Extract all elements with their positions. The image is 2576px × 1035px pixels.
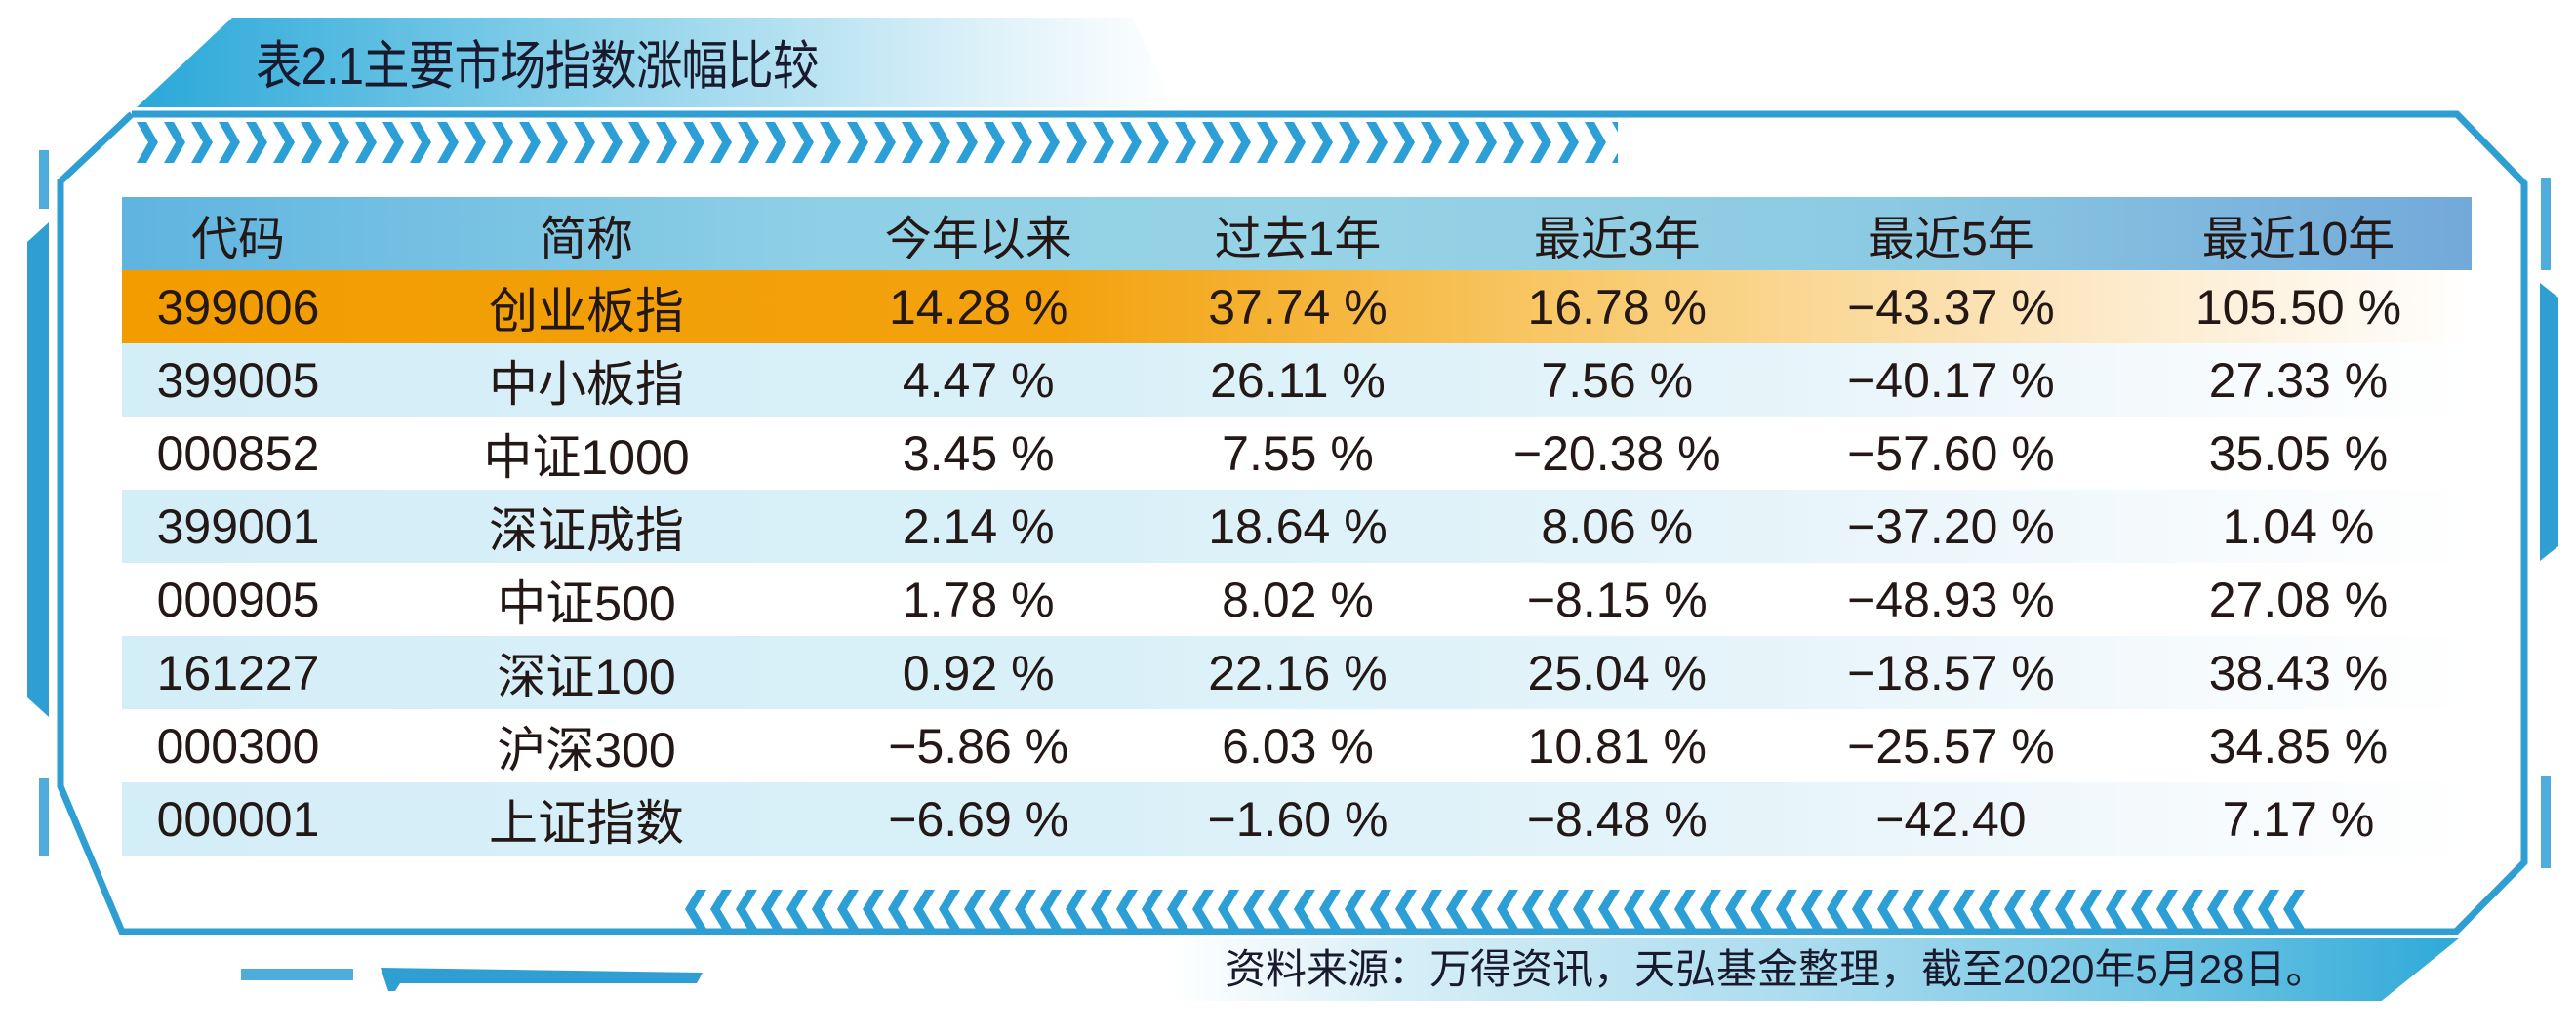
table-row: 000001 上证指数 −6.69 % −1.60 % −8.48 % −42.… bbox=[122, 782, 2472, 856]
cell-1y: 37.74 % bbox=[1208, 279, 1388, 335]
cell-ytd: 14.28 % bbox=[888, 279, 1068, 335]
cell-1y: 18.64 % bbox=[1208, 498, 1388, 554]
cell-ytd: 0.92 % bbox=[902, 645, 1055, 700]
page-title: 表2.1主要市场指数涨幅比较 bbox=[256, 37, 819, 96]
cell-10y: 27.33 % bbox=[2208, 352, 2389, 408]
cell-3y: 7.56 % bbox=[1541, 352, 1694, 408]
table-row: 000905 中证500 1.78 % 8.02 % −8.15 % −48.9… bbox=[122, 563, 2472, 636]
cell-code: 000300 bbox=[156, 718, 320, 774]
cell-10y: 27.08 % bbox=[2208, 572, 2389, 627]
cell-code: 000001 bbox=[156, 791, 320, 847]
chevron-right-strip-icon bbox=[135, 122, 1618, 163]
table-row: 399006 创业板指 14.28 % 37.74 % 16.78 % −43.… bbox=[122, 270, 2472, 343]
cell-1y: 8.02 % bbox=[1222, 572, 1374, 627]
table-header-row: 代码 简称 今年以来 过去1年 最近3年 最近5年 最近10年 bbox=[122, 197, 2472, 270]
bottom-left-decoration bbox=[241, 968, 703, 991]
cell-1y: 22.16 % bbox=[1208, 645, 1388, 700]
cell-5y: −42.40 bbox=[1875, 791, 2027, 847]
table-row: 000852 中证1000 3.45 % 7.55 % −20.38 % −57… bbox=[122, 417, 2472, 490]
right-dash-decoration bbox=[2540, 178, 2558, 868]
cell-5y: −57.60 % bbox=[1847, 425, 2055, 481]
table-row: 161227 深证100 0.92 % 22.16 % 25.04 % −18.… bbox=[122, 636, 2472, 709]
header-name: 简称 bbox=[540, 213, 634, 265]
cell-name: 中证500 bbox=[497, 576, 676, 631]
cell-3y: −20.38 % bbox=[1512, 425, 1721, 481]
cell-5y: −25.57 % bbox=[1847, 718, 2055, 774]
header-5y: 最近5年 bbox=[1868, 213, 2034, 265]
cell-code: 399001 bbox=[156, 498, 320, 554]
table-row: 399001 深证成指 2.14 % 18.64 % 8.06 % −37.20… bbox=[122, 490, 2472, 563]
cell-ytd: −6.69 % bbox=[888, 791, 1069, 847]
cell-code: 161227 bbox=[156, 645, 320, 700]
cell-name: 沪深300 bbox=[497, 722, 676, 777]
cell-10y: 1.04 % bbox=[2222, 498, 2375, 554]
cell-10y: 105.50 % bbox=[2194, 279, 2402, 335]
cell-1y: 26.11 % bbox=[1210, 352, 1386, 408]
cell-5y: −43.37 % bbox=[1847, 279, 2055, 335]
cell-ytd: 3.45 % bbox=[902, 425, 1055, 481]
cell-5y: −18.57 % bbox=[1847, 645, 2055, 700]
cell-3y: −8.15 % bbox=[1526, 572, 1708, 627]
cell-3y: 10.81 % bbox=[1527, 718, 1707, 774]
source-note: 资料来源：万得资讯，天弘基金整理，截至2020年5月28日。 bbox=[1225, 946, 2327, 992]
cell-10y: 38.43 % bbox=[2208, 645, 2389, 700]
cell-name: 深证成指 bbox=[489, 502, 685, 558]
cell-name: 深证100 bbox=[497, 649, 676, 704]
cell-10y: 7.17 % bbox=[2222, 791, 2375, 847]
header-code: 代码 bbox=[191, 213, 286, 265]
cell-5y: −48.93 % bbox=[1847, 572, 2055, 627]
cell-3y: 8.06 % bbox=[1541, 498, 1694, 554]
cell-3y: −8.48 % bbox=[1526, 791, 1708, 847]
chevron-left-strip-icon bbox=[683, 890, 2308, 929]
cell-ytd: −5.86 % bbox=[888, 718, 1069, 774]
header-3y: 最近3年 bbox=[1533, 213, 1701, 265]
cell-5y: −37.20 % bbox=[1847, 498, 2055, 554]
cell-name: 中小板指 bbox=[489, 356, 685, 412]
footer-band bbox=[1171, 938, 2459, 1001]
index-comparison-table: 代码 简称 今年以来 过去1年 最近3年 最近5年 最近10年 399006 创… bbox=[122, 197, 2472, 856]
frame-outline bbox=[57, 110, 2528, 935]
header-1y: 过去1年 bbox=[1214, 213, 1382, 265]
cell-10y: 35.05 % bbox=[2208, 425, 2389, 481]
cell-code: 399006 bbox=[156, 279, 320, 335]
cell-10y: 34.85 % bbox=[2208, 718, 2389, 774]
header-ytd: 今年以来 bbox=[884, 213, 1072, 265]
cell-name: 上证指数 bbox=[489, 795, 685, 851]
cell-3y: 25.04 % bbox=[1527, 645, 1707, 700]
title-banner bbox=[137, 18, 1176, 107]
cell-code: 000905 bbox=[156, 572, 320, 627]
left-dash-decoration bbox=[27, 150, 49, 856]
cell-5y: −40.17 % bbox=[1847, 352, 2055, 408]
cell-1y: −1.60 % bbox=[1207, 791, 1389, 847]
header-10y: 最近10年 bbox=[2201, 213, 2395, 265]
cell-ytd: 2.14 % bbox=[902, 498, 1055, 554]
cell-name: 创业板指 bbox=[489, 283, 685, 338]
cell-3y: 16.78 % bbox=[1527, 279, 1707, 335]
table-row: 399005 中小板指 4.47 % 26.11 % 7.56 % −40.17… bbox=[122, 343, 2472, 417]
cell-ytd: 4.47 % bbox=[902, 352, 1055, 408]
cell-name: 中证1000 bbox=[483, 429, 690, 485]
cell-code: 399005 bbox=[156, 352, 320, 408]
cell-1y: 7.55 % bbox=[1222, 425, 1374, 481]
table-row: 000300 沪深300 −5.86 % 6.03 % 10.81 % −25.… bbox=[122, 709, 2472, 782]
cell-1y: 6.03 % bbox=[1222, 718, 1374, 774]
cell-code: 000852 bbox=[156, 425, 320, 481]
cell-ytd: 1.78 % bbox=[902, 572, 1055, 627]
